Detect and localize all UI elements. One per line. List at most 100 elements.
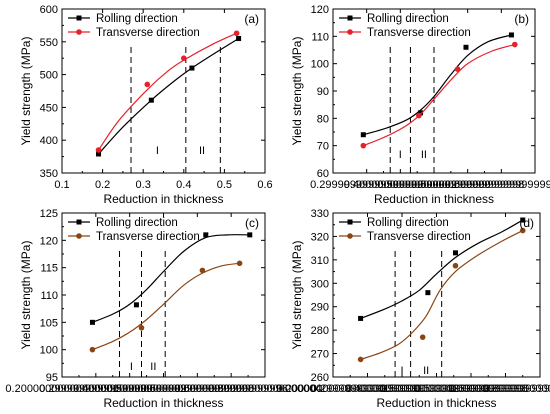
data-point [512,41,518,48]
x-tick-label: 0.2 [95,179,110,191]
x-tick-label: 0.29999999999999999 [311,383,424,395]
y-tick-label: 260 [311,372,329,384]
x-tick-label: 0.20000000000000001 [276,383,389,395]
data-point [89,319,95,325]
y-tick-label: 400 [40,135,58,147]
data-point [425,290,431,296]
x-tick-label: 0.3 [136,179,151,191]
y-tick-label: 270 [311,349,329,361]
x-tick-label: 0.20000000000000001 [5,383,118,395]
series-line [363,34,512,136]
x-tick-label: 0.6 [257,179,272,191]
y-tick-label: 120 [311,4,329,16]
data-point [189,65,195,71]
data-point [454,66,461,72]
y-tick-label: 80 [317,113,329,125]
data-point [203,232,209,238]
x-tick-label: 0.69999999999999996 [449,383,550,395]
chart-panel-1: 0.1 0.2 0.3 0.4 0.5 0.6 350 400 450 500 550 600 Redu… [19,4,273,206]
y-tick-label: 95 [46,372,58,384]
panel-label: (d) [519,216,534,230]
legend-marker [347,219,353,225]
data-point [508,32,514,38]
y-tick-label: 290 [311,302,329,314]
data-point [233,30,240,37]
y-tick-label: 60 [317,168,329,180]
y-tick-label: 70 [317,141,329,153]
x-tick-label: 0.59999999999999998 [141,383,254,395]
series-line [98,38,239,155]
data-point [418,110,424,116]
x-tick-label: 0.29999999999999999 [310,179,423,191]
y-tick-label: 450 [40,102,58,114]
data-point [144,81,151,88]
y-tick-label: 110 [311,31,329,43]
data-point [95,147,102,153]
x-axis-label: Reduction in thickness [376,396,496,410]
x-tick-label: 0.40000000000000002 [345,383,458,395]
y-tick-label: 100 [311,59,329,71]
x-tick-label: 0.50000000000000000 [380,383,493,395]
data-point [247,232,253,238]
series-line [98,32,237,151]
y-tick-label: 115 [40,263,58,275]
x-tick-label: 0.80000000000000004 [208,383,321,395]
y-tick-label: 125 [40,208,58,220]
data-point [181,55,187,61]
x-tick-label: 0.4 [176,179,191,191]
legend-label: Transverse direction [96,231,200,243]
region-label: I [400,365,403,377]
data-point [358,315,364,321]
data-point [360,142,367,149]
data-point [89,346,96,353]
chart-panel-4: 0.200000000000000010.299999999999999990.… [276,208,550,410]
legend-label: Rolling direction [367,217,449,229]
data-point [133,302,139,308]
x-tick-label: 0.40000000000000002 [73,383,186,395]
data-point [236,36,242,42]
x-axis-label: Reduction in thickness [374,192,494,206]
x-tick-label: 0.80000000000000004 [483,383,550,395]
legend-marker [347,29,353,35]
y-tick-label: 280 [311,325,329,337]
x-tick-label: 0.69999999999999996 [175,383,288,395]
x-axis-label: Reduction in thickness [103,192,223,206]
panel-label: (a) [244,12,259,26]
y-tick-label: 100 [40,345,58,357]
legend-marker [347,15,353,21]
y-tick-label: 320 [311,231,329,243]
data-point [360,132,366,138]
data-point [199,267,206,274]
x-tick-label: 0.69999999999999996 [445,179,550,191]
y-tick-label: 110 [40,290,58,302]
x-tick-label: 0.40000000000000002 [344,179,457,191]
x-tick-label: 0.29999999999999999 [39,383,152,395]
y-axis-label: Yield strength (MPa) [290,37,304,146]
y-tick-label: 105 [40,317,58,329]
legend-label: Transverse direction [96,27,200,39]
x-tick-label: 0.50000000000000000 [377,179,490,191]
data-point [96,151,102,157]
legend-label: Rolling direction [96,13,178,25]
data-point [452,250,458,256]
data-point [520,217,526,223]
y-tick-label: 350 [40,168,58,180]
chart-panel-3: 0.200000000000000010.299999999999999990.… [5,208,321,410]
legend-label: Rolling direction [96,217,178,229]
region-label: I [156,145,159,157]
data-point [148,97,154,103]
region-label: I [130,361,133,373]
y-tick-label: 550 [40,37,58,49]
data-point [452,262,459,269]
y-tick-label: 310 [311,255,329,267]
legend-label: Transverse direction [367,27,471,39]
x-tick-label: 0.5 [217,179,232,191]
legend-marker [347,233,353,239]
series-line [92,234,250,323]
data-point [416,112,422,119]
y-axis-label: Yield strength (MPa) [19,37,33,146]
y-tick-label: 600 [40,4,58,16]
y-tick-label: 120 [40,235,58,247]
region-label: II [421,149,427,161]
